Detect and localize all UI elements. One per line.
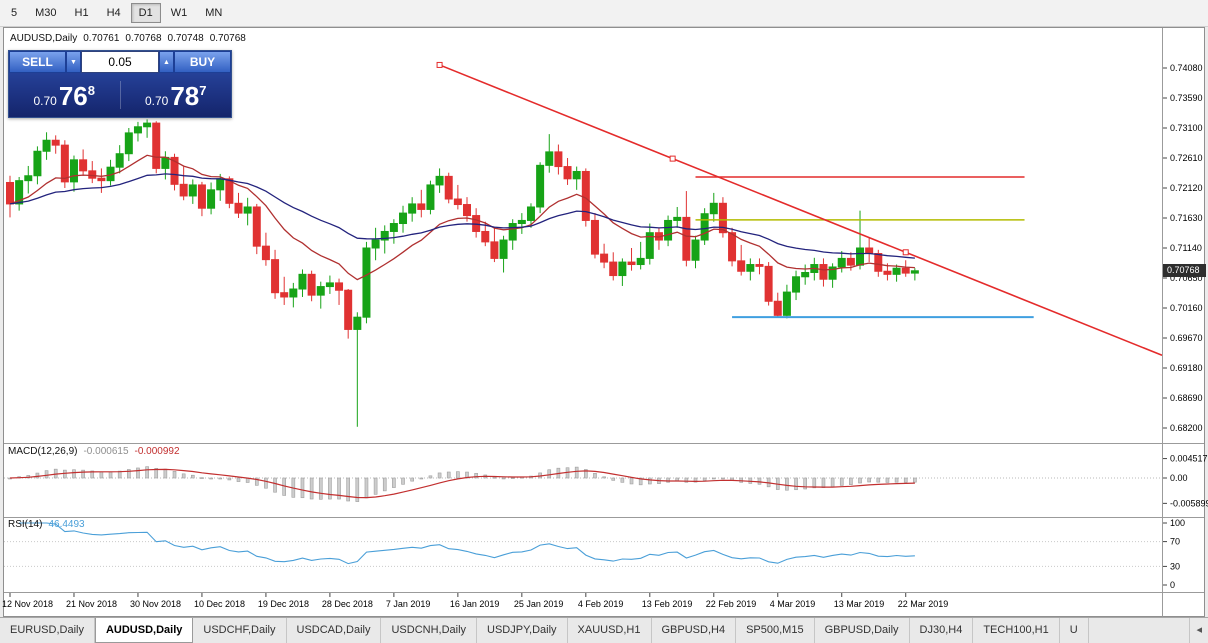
tab-gbpusd-daily[interactable]: GBPUSD,Daily xyxy=(815,618,910,643)
svg-text:7 Jan 2019: 7 Jan 2019 xyxy=(386,599,431,609)
tab-dj30-h4[interactable]: DJ30,H4 xyxy=(910,618,974,643)
tab-eurusd-daily[interactable]: EURUSD,Daily xyxy=(0,618,95,643)
bid-price-prefix: 0.70 xyxy=(33,94,57,108)
candles-group xyxy=(6,119,919,427)
svg-text:0.71140: 0.71140 xyxy=(1170,243,1202,253)
svg-text:0.004517: 0.004517 xyxy=(1170,454,1208,464)
chart-tab-bar: EURUSD,Daily AUDUSD,Daily USDCHF,Daily U… xyxy=(0,617,1208,643)
ask-price-pip: 7 xyxy=(199,83,207,98)
chart-window-frame xyxy=(3,27,1205,617)
tab-audusd-daily[interactable]: AUDUSD,Daily xyxy=(94,618,194,643)
tab-sp500-m15[interactable]: SP500,M15 xyxy=(736,618,815,643)
tab-xauusd-h1[interactable]: XAUUSD,H1 xyxy=(568,618,652,643)
svg-text:0.68200: 0.68200 xyxy=(1170,423,1203,433)
svg-text:70: 70 xyxy=(1170,537,1180,547)
period-button-5[interactable]: 5 xyxy=(11,7,18,19)
svg-text:13 Feb 2019: 13 Feb 2019 xyxy=(642,599,693,609)
volume-input[interactable]: 0.05 xyxy=(81,51,159,73)
macd-group xyxy=(4,466,1162,502)
tab-scroll-left-button[interactable]: ◂ xyxy=(1189,618,1208,643)
period-button-m30[interactable]: M30 xyxy=(35,7,57,19)
one-click-trading-panel: SELL ▼ 0.05 ▲ BUY 0.70 76 8 0.70 78 7 xyxy=(8,50,232,118)
ohlc-open: 0.70761 xyxy=(83,33,120,44)
svg-text:21 Nov 2018: 21 Nov 2018 xyxy=(66,599,117,609)
svg-text:0.72120: 0.72120 xyxy=(1170,183,1203,193)
macd-signal-value: -0.000992 xyxy=(134,446,180,457)
svg-text:28 Dec 2018: 28 Dec 2018 xyxy=(322,599,373,609)
svg-text:30 Nov 2018: 30 Nov 2018 xyxy=(130,599,181,609)
tab-partial[interactable]: U xyxy=(1060,618,1089,643)
chart-symbol-label: AUDUSD,Daily xyxy=(10,33,78,44)
descending-trendline[interactable] xyxy=(439,64,1162,357)
macd-name: MACD(12,26,9) xyxy=(8,446,78,457)
macd-main-value: -0.000615 xyxy=(83,446,129,457)
bid-price-pip: 8 xyxy=(87,83,95,98)
moving-averages-group xyxy=(9,154,915,281)
volume-decrease-button[interactable]: ▼ xyxy=(66,51,81,73)
chart-objects-group[interactable] xyxy=(436,61,1162,357)
svg-text:0.70650: 0.70650 xyxy=(1170,273,1203,283)
svg-text:0.73590: 0.73590 xyxy=(1170,93,1203,103)
rsi-indicator-header: RSI(14) 46.4493 xyxy=(8,519,85,530)
svg-text:22 Feb 2019: 22 Feb 2019 xyxy=(706,599,757,609)
period-button-mn[interactable]: MN xyxy=(205,7,223,19)
macd-indicator-header: MACD(12,26,9) -0.000615 -0.000992 xyxy=(8,446,180,457)
period-button-w1[interactable]: W1 xyxy=(170,7,188,19)
trendline-anchor-handle[interactable] xyxy=(436,61,443,68)
tab-tech100-h1[interactable]: TECH100,H1 xyxy=(973,618,1060,643)
svg-text:19 Dec 2018: 19 Dec 2018 xyxy=(258,599,309,609)
period-button-h4[interactable]: H4 xyxy=(106,7,121,19)
svg-text:0.73100: 0.73100 xyxy=(1170,123,1203,133)
svg-text:0.74080: 0.74080 xyxy=(1170,63,1203,73)
rsi-name: RSI(14) xyxy=(8,519,43,530)
svg-text:10 Dec 2018: 10 Dec 2018 xyxy=(194,599,245,609)
volume-increase-button[interactable]: ▲ xyxy=(159,51,174,73)
trendline-anchor-handle[interactable] xyxy=(902,249,909,256)
bid-price-big: 76 xyxy=(58,81,88,111)
svg-text:0.69670: 0.69670 xyxy=(1170,333,1203,343)
ask-price: 0.70 78 7 xyxy=(121,81,232,109)
rsi-value: 46.4493 xyxy=(48,519,85,530)
rsi-group xyxy=(4,522,1162,567)
svg-text:-0.005899: -0.005899 xyxy=(1170,498,1208,508)
bid-price: 0.70 76 8 xyxy=(9,81,121,109)
svg-text:4 Feb 2019: 4 Feb 2019 xyxy=(578,599,624,609)
svg-text:0.71630: 0.71630 xyxy=(1170,213,1203,223)
chart-ohlc-header: AUDUSD,Daily 0.70761 0.70768 0.70748 0.70768 xyxy=(10,33,252,44)
svg-text:12 Nov 2018: 12 Nov 2018 xyxy=(2,599,53,609)
svg-text:0.68690: 0.68690 xyxy=(1170,393,1203,403)
period-button-d1[interactable]: D1 xyxy=(130,3,161,23)
period-button-h1[interactable]: H1 xyxy=(74,7,89,19)
svg-text:100: 100 xyxy=(1170,518,1185,528)
svg-text:25 Jan 2019: 25 Jan 2019 xyxy=(514,599,564,609)
ohlc-high: 0.70768 xyxy=(125,33,162,44)
ask-price-prefix: 0.70 xyxy=(144,94,169,108)
svg-text:30: 30 xyxy=(1170,561,1180,571)
tab-usdcnh-daily[interactable]: USDCNH,Daily xyxy=(381,618,478,643)
current-price-badge: 0.70768 xyxy=(1163,264,1206,277)
buy-button[interactable]: BUY xyxy=(174,51,231,73)
sell-button[interactable]: SELL xyxy=(9,51,66,73)
svg-text:22 Mar 2019: 22 Mar 2019 xyxy=(898,599,949,609)
svg-text:13 Mar 2019: 13 Mar 2019 xyxy=(834,599,885,609)
trendline-anchor-handle[interactable] xyxy=(669,155,676,162)
ohlc-close: 0.70768 xyxy=(209,33,246,44)
svg-text:0.72610: 0.72610 xyxy=(1170,153,1203,163)
tab-gbpusd-h4[interactable]: GBPUSD,H4 xyxy=(652,618,737,643)
svg-text:0: 0 xyxy=(1170,580,1175,590)
period-toolbar: 5 M30 H1 H4 D1 W1 MN xyxy=(0,0,1208,27)
svg-text:16 Jan 2019: 16 Jan 2019 xyxy=(450,599,500,609)
svg-text:0.70160: 0.70160 xyxy=(1170,303,1203,313)
svg-text:4 Mar 2019: 4 Mar 2019 xyxy=(770,599,816,609)
svg-text:0.00: 0.00 xyxy=(1170,473,1188,483)
svg-text:0.69180: 0.69180 xyxy=(1170,363,1203,373)
ohlc-low: 0.70748 xyxy=(167,33,204,44)
ask-price-big: 78 xyxy=(170,81,200,111)
tab-usdcad-daily[interactable]: USDCAD,Daily xyxy=(287,618,382,643)
tab-usdchf-daily[interactable]: USDCHF,Daily xyxy=(193,618,287,643)
tab-usdjpy-daily[interactable]: USDJPY,Daily xyxy=(477,618,568,643)
